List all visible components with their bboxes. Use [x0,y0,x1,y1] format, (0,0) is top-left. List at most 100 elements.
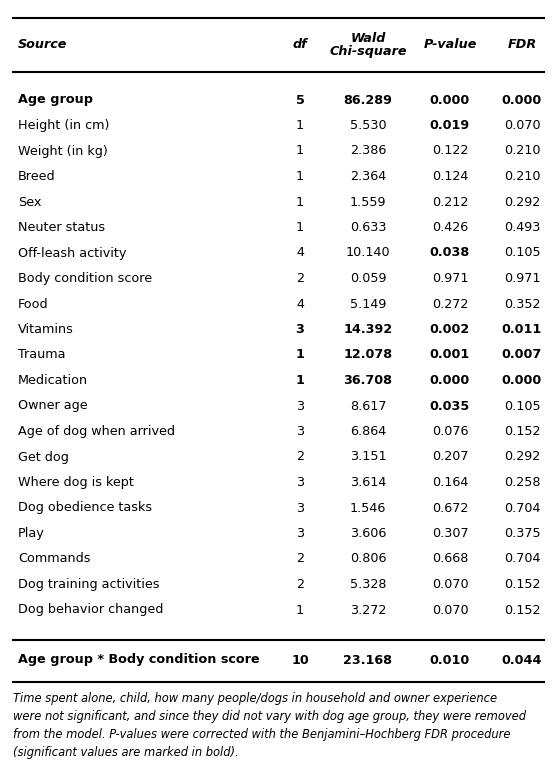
Text: Owner age: Owner age [18,399,88,412]
Text: 3: 3 [296,425,304,438]
Text: 14.392: 14.392 [343,323,393,336]
Text: 0.070: 0.070 [504,119,540,132]
Text: 0.152: 0.152 [504,604,540,617]
Text: Body condition score: Body condition score [18,272,152,285]
Text: 2: 2 [296,272,304,285]
Text: Play: Play [18,527,45,540]
Text: 0.044: 0.044 [502,654,542,666]
Text: Get dog: Get dog [18,450,69,463]
Text: 2: 2 [296,553,304,565]
Text: 0.152: 0.152 [504,425,540,438]
Text: Wald: Wald [350,32,386,45]
Text: Commands: Commands [18,553,90,565]
Text: Where dog is kept: Where dog is kept [18,476,134,489]
Text: 0.307: 0.307 [432,527,468,540]
Text: 0.122: 0.122 [432,144,468,157]
Text: 6.864: 6.864 [350,425,386,438]
Text: 0.010: 0.010 [430,654,470,666]
Text: 3: 3 [296,399,304,412]
Text: 0.007: 0.007 [502,348,542,362]
Text: 3.272: 3.272 [350,604,386,617]
Text: 5.328: 5.328 [350,578,386,591]
Text: 1.559: 1.559 [350,196,386,208]
Text: Age of dog when arrived: Age of dog when arrived [18,425,175,438]
Text: 0.704: 0.704 [504,501,540,514]
Text: 2: 2 [296,578,304,591]
Text: 0.000: 0.000 [430,374,470,387]
Text: 0.272: 0.272 [432,298,468,311]
Text: 0.704: 0.704 [504,553,540,565]
Text: 36.708: 36.708 [344,374,392,387]
Text: 2: 2 [296,450,304,463]
Text: Weight (in kg): Weight (in kg) [18,144,108,157]
Text: Dog behavior changed: Dog behavior changed [18,604,163,617]
Text: 0.001: 0.001 [430,348,470,362]
Text: df: df [293,38,307,50]
Text: 0.164: 0.164 [432,476,468,489]
Text: 0.011: 0.011 [502,323,542,336]
Text: 0.672: 0.672 [432,501,468,514]
Text: 0.038: 0.038 [430,247,470,260]
Text: 5.149: 5.149 [350,298,386,311]
Text: Breed: Breed [18,170,56,183]
Text: 1: 1 [296,221,304,234]
Text: FDR: FDR [507,38,537,50]
Text: 0.292: 0.292 [504,196,540,208]
Text: 2.364: 2.364 [350,170,386,183]
Text: 4: 4 [296,247,304,260]
Text: 0.352: 0.352 [504,298,540,311]
Text: 4: 4 [296,298,304,311]
Text: Dog training activities: Dog training activities [18,578,160,591]
Text: 0.633: 0.633 [350,221,386,234]
Text: 0.105: 0.105 [504,399,540,412]
Text: Source: Source [18,38,68,50]
Text: Sex: Sex [18,196,41,208]
Text: 2.386: 2.386 [350,144,386,157]
Text: 0.210: 0.210 [504,144,540,157]
Text: 3.151: 3.151 [350,450,386,463]
Text: Chi-square: Chi-square [329,45,407,58]
Text: Age group * Body condition score: Age group * Body condition score [18,654,259,666]
Text: Height (in cm): Height (in cm) [18,119,109,132]
Text: 0.000: 0.000 [502,374,542,387]
Text: Age group: Age group [18,93,93,106]
Text: 86.289: 86.289 [344,93,392,106]
Text: 3: 3 [296,527,304,540]
Text: 1: 1 [296,119,304,132]
Text: Medication: Medication [18,374,88,387]
Text: 0.000: 0.000 [430,93,470,106]
Text: 8.617: 8.617 [350,399,386,412]
Text: P-value: P-value [424,38,477,50]
Text: 0.668: 0.668 [432,553,468,565]
Text: 5: 5 [296,93,305,106]
Text: 10: 10 [291,654,309,666]
Text: 0.806: 0.806 [350,553,386,565]
Text: 0.212: 0.212 [432,196,468,208]
Text: 3: 3 [296,476,304,489]
Text: 0.002: 0.002 [430,323,470,336]
Text: 1: 1 [296,144,304,157]
Text: 0.426: 0.426 [432,221,468,234]
Text: 10.140: 10.140 [346,247,390,260]
Text: 0.059: 0.059 [350,272,386,285]
Text: 0.210: 0.210 [504,170,540,183]
Text: 3.614: 3.614 [350,476,386,489]
Text: Time spent alone, child, how many people/dogs in household and owner experience
: Time spent alone, child, how many people… [13,692,526,759]
Text: 23.168: 23.168 [344,654,392,666]
Text: 0.258: 0.258 [504,476,540,489]
Text: Neuter status: Neuter status [18,221,105,234]
Text: 1: 1 [296,604,304,617]
Text: 0.035: 0.035 [430,399,470,412]
Text: 3.606: 3.606 [350,527,386,540]
Text: Vitamins: Vitamins [18,323,74,336]
Text: 5.530: 5.530 [350,119,386,132]
Text: 0.019: 0.019 [430,119,470,132]
Text: 12.078: 12.078 [343,348,393,362]
Text: 0.375: 0.375 [504,527,540,540]
Text: 0.152: 0.152 [504,578,540,591]
Text: 0.000: 0.000 [502,93,542,106]
Text: 0.971: 0.971 [432,272,468,285]
Text: Trauma: Trauma [18,348,65,362]
Text: 3: 3 [296,501,304,514]
Text: 0.292: 0.292 [504,450,540,463]
